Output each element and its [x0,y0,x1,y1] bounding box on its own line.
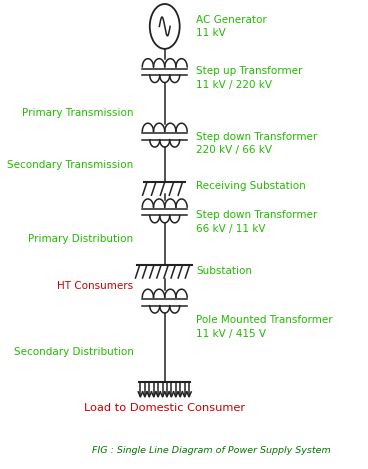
Text: Substation: Substation [196,266,252,276]
Text: Step down Transformer
220 kV / 66 kV: Step down Transformer 220 kV / 66 kV [196,131,317,155]
Text: Secondary Transmission: Secondary Transmission [7,160,134,170]
Text: Load to Domestic Consumer: Load to Domestic Consumer [84,402,245,413]
Text: Pole Mounted Transformer
11 kV / 415 V: Pole Mounted Transformer 11 kV / 415 V [196,315,333,339]
Text: FIG : Single Line Diagram of Power Supply System: FIG : Single Line Diagram of Power Suppl… [92,446,331,455]
Text: Receiving Substation: Receiving Substation [196,182,306,191]
Text: Step down Transformer
66 kV / 11 kV: Step down Transformer 66 kV / 11 kV [196,210,317,234]
Text: HT Consumers: HT Consumers [57,281,134,291]
Text: Primary Transmission: Primary Transmission [22,108,134,118]
Text: AC Generator
11 kV: AC Generator 11 kV [196,15,267,38]
Text: Secondary Distribution: Secondary Distribution [14,348,134,357]
Text: Step up Transformer
11 kV / 220 kV: Step up Transformer 11 kV / 220 kV [196,66,302,90]
Text: Primary Distribution: Primary Distribution [28,234,134,244]
